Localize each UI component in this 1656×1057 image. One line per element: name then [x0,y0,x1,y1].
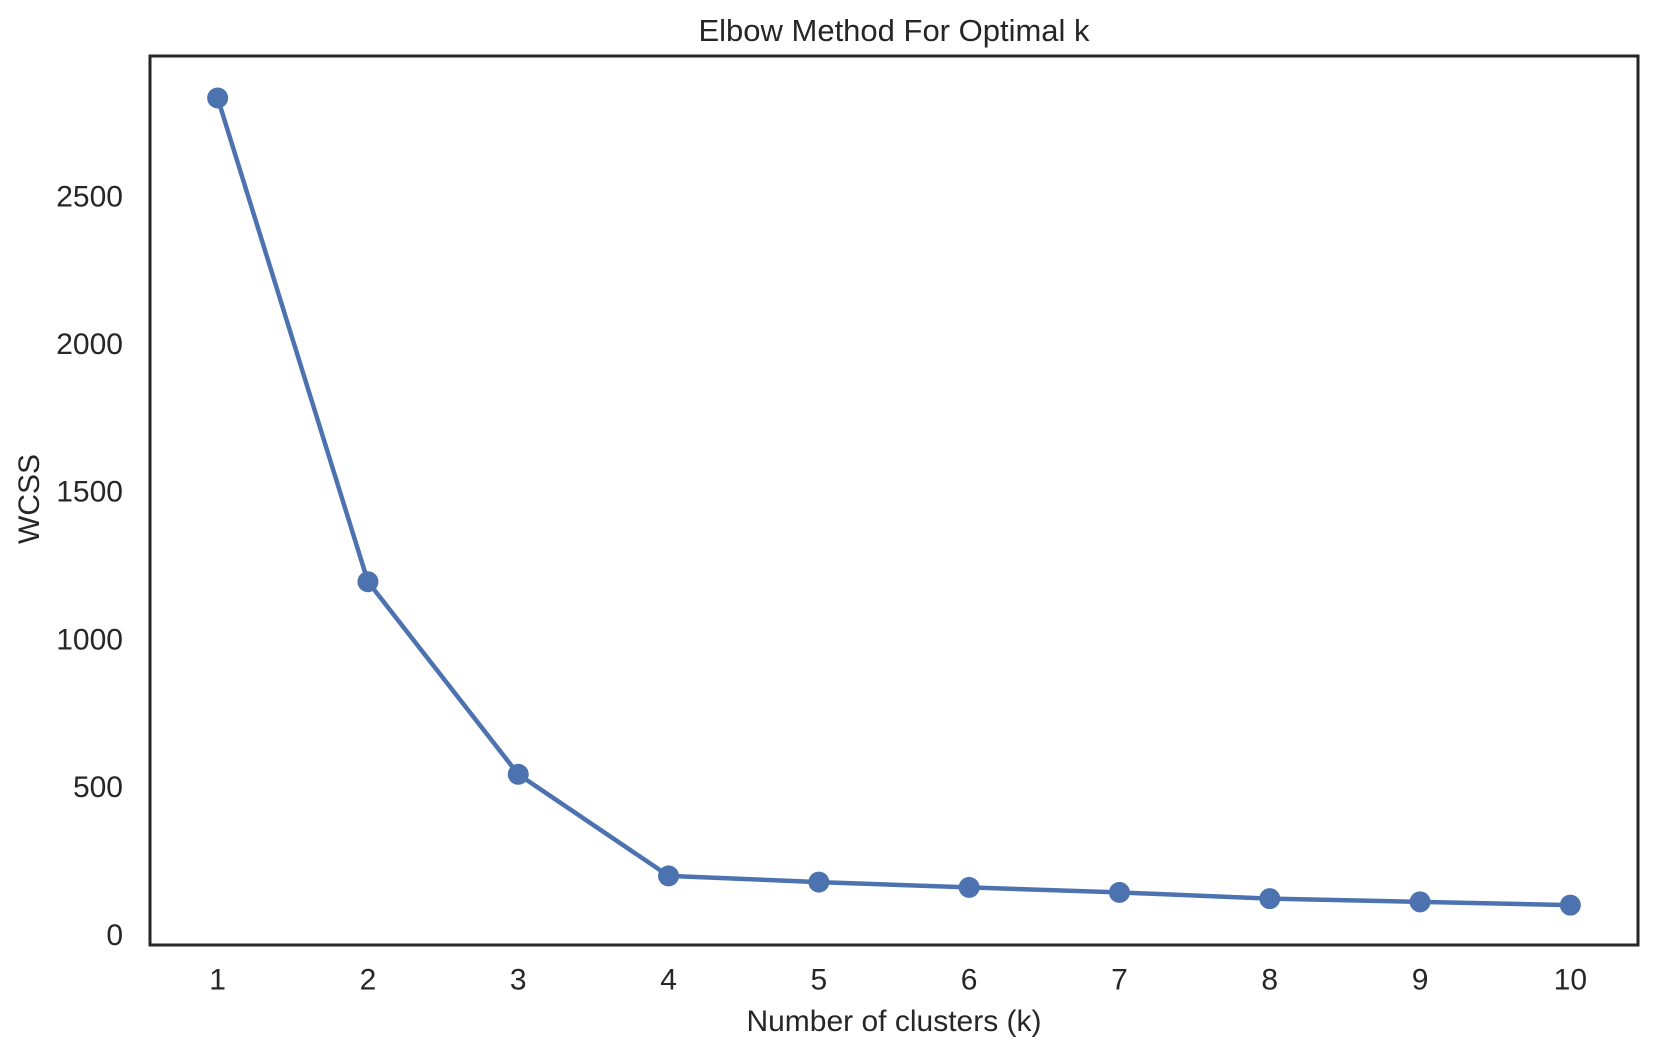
data-point-k-9 [1409,891,1431,913]
y-tick-label: 500 [73,771,123,804]
data-point-k-4 [658,865,680,887]
data-point-k-5 [808,871,830,893]
x-tick-label: 5 [811,964,828,997]
x-tick-label: 4 [660,964,677,997]
x-tick-label: 3 [510,964,527,997]
x-tick-label: 7 [1111,964,1128,997]
x-tick-label: 10 [1554,964,1587,997]
data-point-k-6 [958,876,980,898]
x-tick-label: 2 [360,964,377,997]
wcss-line [215,95,1573,908]
x-tick-label: 1 [209,964,226,997]
y-tick-label: 1500 [56,476,123,509]
data-point-k-1 [207,87,229,109]
x-tick-label: 8 [1261,964,1278,997]
data-point-k-8 [1259,888,1281,910]
y-tick-label: 0 [106,919,123,952]
data-point-k-2 [357,571,379,593]
chart-title: Elbow Method For Optimal k [698,13,1090,48]
x-axis-label: Number of clusters (k) [746,1005,1042,1038]
y-tick-label: 2000 [56,328,123,361]
plot-border [148,54,1640,947]
y-tick-label: 2500 [56,180,123,213]
data-point-k-7 [1108,881,1130,903]
y-tick-label: 1000 [56,623,123,656]
x-tick-label: 9 [1412,964,1429,997]
y-axis-label: WCSS [13,454,46,544]
x-tick-label: 6 [961,964,978,997]
data-point-k-3 [507,763,529,785]
data-point-k-10 [1559,894,1581,916]
